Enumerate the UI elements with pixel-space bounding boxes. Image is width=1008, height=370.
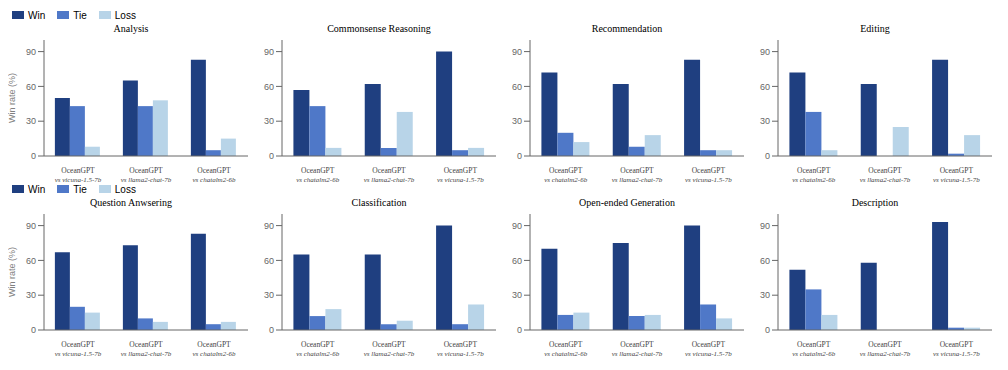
svg-text:OceanGPTvs chatglm2-6b: OceanGPTvs chatglm2-6b xyxy=(296,340,339,356)
svg-text:60: 60 xyxy=(26,256,36,266)
svg-text:OceanGPTvs vicuna-1.5-7b: OceanGPTvs vicuna-1.5-7b xyxy=(55,340,102,356)
svg-text:OceanGPTvs vicuna-1.5-7b: OceanGPTvs vicuna-1.5-7b xyxy=(437,340,484,356)
html-text:Question Anwsering: Question Anwsering xyxy=(90,197,172,208)
svg-text:OceanGPTvs chatglm2-6b: OceanGPTvs chatglm2-6b xyxy=(193,166,236,182)
svg-text:90: 90 xyxy=(26,221,36,231)
html-text:Tie: Tie xyxy=(73,9,87,21)
svg-text:OceanGPTvs llama2-chat-7b: OceanGPTvs llama2-chat-7b xyxy=(364,340,415,356)
svg-text:OceanGPTvs llama2-chat-7b: OceanGPTvs llama2-chat-7b xyxy=(121,340,172,356)
html-text:Recommendation: Recommendation xyxy=(591,23,663,34)
svg-text:OceanGPTvs chatglm2-6b: OceanGPTvs chatglm2-6b xyxy=(296,166,339,182)
svg-text:0: 0 xyxy=(31,325,36,335)
svg-text:30: 30 xyxy=(264,116,274,126)
svg-text:OceanGPTvs vicuna-1.5-7b: OceanGPTvs vicuna-1.5-7b xyxy=(55,166,102,182)
html-text:Loss: Loss xyxy=(114,9,136,21)
svg-text:0: 0 xyxy=(765,151,770,161)
svg-text:60: 60 xyxy=(264,82,274,92)
svg-text:OceanGPTvs vicuna-1.5-7b: OceanGPTvs vicuna-1.5-7b xyxy=(685,340,732,356)
html-text:Description: Description xyxy=(851,197,899,208)
svg-text:0: 0 xyxy=(269,151,274,161)
svg-text:90: 90 xyxy=(512,221,522,231)
svg-text:0: 0 xyxy=(517,325,522,335)
svg-text:OceanGPTvs vicuna-1.5-7b: OceanGPTvs vicuna-1.5-7b xyxy=(685,166,732,182)
svg-text:90: 90 xyxy=(760,47,770,57)
svg-text:60: 60 xyxy=(26,82,36,92)
svg-text:30: 30 xyxy=(760,116,770,126)
svg-text:OceanGPTvs llama2-chat-7b: OceanGPTvs llama2-chat-7b xyxy=(612,166,663,182)
svg-text:60: 60 xyxy=(512,256,522,266)
svg-text:OceanGPTvs vicuna-1.5-7b: OceanGPTvs vicuna-1.5-7b xyxy=(933,340,980,356)
svg-text:0: 0 xyxy=(765,325,770,335)
svg-text:30: 30 xyxy=(512,290,522,300)
html-text:Classification: Classification xyxy=(351,197,407,208)
svg-text:0: 0 xyxy=(269,325,274,335)
svg-text:0: 0 xyxy=(517,151,522,161)
svg-text:90: 90 xyxy=(264,47,274,57)
html-text:Open-ended Generation: Open-ended Generation xyxy=(579,197,675,208)
svg-text:OceanGPTvs llama2-chat-7b: OceanGPTvs llama2-chat-7b xyxy=(121,166,172,182)
svg-text:30: 30 xyxy=(512,116,522,126)
svg-text:90: 90 xyxy=(512,47,522,57)
svg-text:OceanGPTvs vicuna-1.5-7b: OceanGPTvs vicuna-1.5-7b xyxy=(933,166,980,182)
svg-text:60: 60 xyxy=(264,256,274,266)
svg-text:OceanGPTvs llama2-chat-7b: OceanGPTvs llama2-chat-7b xyxy=(860,166,911,182)
svg-text:OceanGPTvs chatglm2-6b: OceanGPTvs chatglm2-6b xyxy=(792,340,835,356)
svg-text:OceanGPTvs llama2-chat-7b: OceanGPTvs llama2-chat-7b xyxy=(860,340,911,356)
html-text:Loss: Loss xyxy=(114,183,136,195)
svg-text:60: 60 xyxy=(512,82,522,92)
html-text:Win: Win xyxy=(28,9,46,21)
svg-text:90: 90 xyxy=(26,47,36,57)
svg-text:Win rate (%): Win rate (%) xyxy=(8,73,17,123)
svg-text:30: 30 xyxy=(26,116,36,126)
svg-text:60: 60 xyxy=(760,256,770,266)
html-text:Editing: Editing xyxy=(860,23,890,34)
svg-text:OceanGPTvs chatglm2-6b: OceanGPTvs chatglm2-6b xyxy=(193,340,236,356)
html-text:Analysis: Analysis xyxy=(113,23,149,34)
svg-text:OceanGPTvs chatglm2-6b: OceanGPTvs chatglm2-6b xyxy=(544,340,587,356)
svg-text:30: 30 xyxy=(26,290,36,300)
svg-text:OceanGPTvs llama2-chat-7b: OceanGPTvs llama2-chat-7b xyxy=(612,340,663,356)
svg-text:OceanGPTvs llama2-chat-7b: OceanGPTvs llama2-chat-7b xyxy=(364,166,415,182)
svg-text:30: 30 xyxy=(264,290,274,300)
svg-text:OceanGPTvs chatglm2-6b: OceanGPTvs chatglm2-6b xyxy=(792,166,835,182)
svg-text:Win rate (%): Win rate (%) xyxy=(8,247,17,297)
svg-text:0: 0 xyxy=(31,151,36,161)
svg-text:30: 30 xyxy=(760,290,770,300)
svg-text:OceanGPTvs vicuna-1.5-7b: OceanGPTvs vicuna-1.5-7b xyxy=(437,166,484,182)
svg-text:OceanGPTvs chatglm2-6b: OceanGPTvs chatglm2-6b xyxy=(544,166,587,182)
svg-text:90: 90 xyxy=(264,221,274,231)
svg-text:90: 90 xyxy=(760,221,770,231)
html-text:Win: Win xyxy=(28,183,46,195)
svg-text:60: 60 xyxy=(760,82,770,92)
html-text:Tie: Tie xyxy=(73,183,87,195)
html-text:Commonsense Reasoning: Commonsense Reasoning xyxy=(327,23,431,34)
